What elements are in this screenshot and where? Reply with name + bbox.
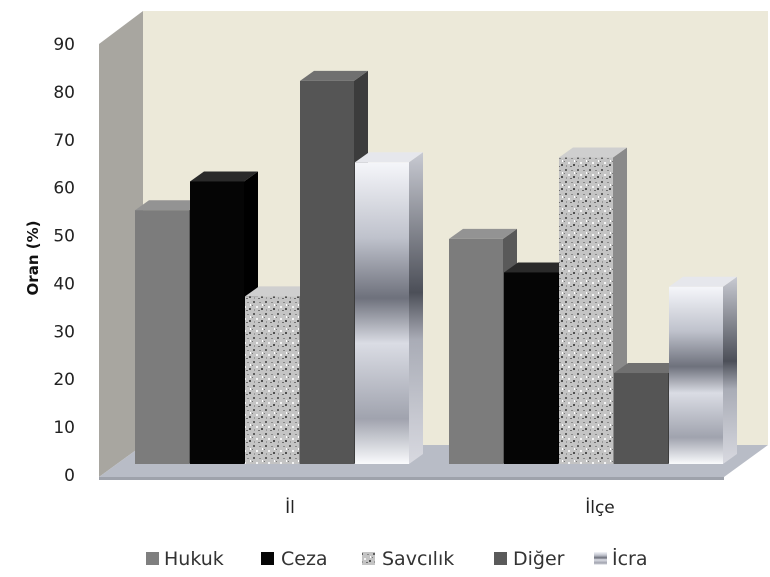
y-tick-label: 20 — [53, 370, 75, 390]
bar-front — [449, 238, 503, 464]
y-tick-label: 60 — [53, 179, 75, 199]
y-tick-label: 90 — [53, 35, 75, 55]
legend-swatch-hukuk — [146, 552, 159, 565]
y-tick-label: 30 — [53, 322, 75, 342]
bar-front — [190, 181, 244, 464]
bar-front — [245, 296, 299, 464]
bar-front — [355, 162, 409, 465]
bar-top — [669, 276, 737, 287]
legend-label-hukuk: Hukuk — [164, 548, 224, 570]
y-tick-label: 50 — [53, 227, 75, 247]
y-tick-label: 70 — [53, 131, 75, 151]
legend-label-savcilik: Savcılık — [382, 548, 454, 570]
legend-swatch-icra — [594, 552, 607, 565]
bar-front — [669, 286, 723, 464]
bar-top — [449, 228, 517, 239]
floor-edge — [99, 477, 724, 480]
bar-front — [300, 80, 354, 464]
bar-front — [135, 210, 189, 464]
y-tick-label: 40 — [53, 274, 75, 294]
bar-front — [559, 157, 613, 464]
legend-swatch-diger — [494, 552, 507, 565]
bar-top — [355, 152, 423, 163]
bar-front — [504, 272, 558, 464]
legend: Hukuk Ceza Savcılık Diğer İcra — [146, 547, 648, 570]
y-tick-label: 0 — [64, 466, 75, 486]
legend-label-diger: Diğer — [513, 548, 565, 570]
bar-side — [409, 152, 423, 465]
bar-top — [300, 70, 368, 81]
legend-swatch-ceza — [261, 552, 274, 565]
bar-front — [614, 373, 668, 464]
category-label-il: İl — [285, 497, 295, 518]
bar-top — [559, 147, 627, 158]
y-tick-label: 80 — [53, 83, 75, 103]
left-wall — [99, 11, 143, 477]
bar-side — [723, 276, 737, 464]
legend-label-ceza: Ceza — [281, 548, 328, 570]
category-label-ilce: İlçe — [585, 497, 615, 518]
bar-top — [504, 262, 572, 273]
y-tick-label: 10 — [53, 418, 75, 438]
bar-top — [614, 363, 682, 374]
bar-top — [135, 200, 203, 211]
y-axis-label: Oran (%) — [24, 221, 42, 296]
bar-İcra-İlçe — [669, 276, 737, 464]
legend-swatch-savcilik — [362, 552, 375, 565]
bar-top — [190, 171, 258, 182]
legend-label-icra: İcra — [612, 547, 648, 570]
bar-İcra-İl — [355, 152, 423, 465]
bar-top — [245, 286, 313, 297]
